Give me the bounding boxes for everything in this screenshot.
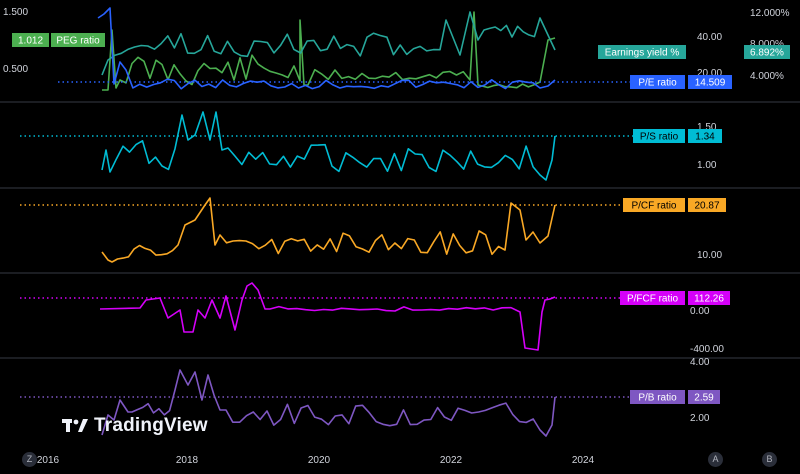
right-axis-tick-label: 4.00	[690, 357, 710, 368]
earnings-yield-label: Earnings yield %	[605, 48, 680, 59]
right-axis-tick-label: 4.000%	[750, 71, 784, 82]
log-scale-button[interactable]: B	[762, 452, 777, 467]
pcf-ratio-line	[101, 197, 556, 263]
right-axis-tick-label: 8.000%	[750, 39, 784, 50]
right-axis-tick-label: 20.00	[697, 68, 722, 79]
pb-ratio-value-bg	[688, 390, 720, 404]
x-axis-tick-label: 2024	[572, 455, 595, 466]
right-axis-tick-label: 1.50	[697, 122, 717, 133]
pe-ratio-label: P/E ratio	[638, 78, 677, 89]
earnings-yield-label-bg	[598, 45, 686, 59]
peg-ratio-label-bg	[51, 33, 105, 47]
auto-scale-button[interactable]: A	[708, 452, 723, 467]
tradingview-logo-icon	[62, 417, 88, 435]
tradingview-watermark: TradingView	[62, 415, 208, 437]
watermark-text: TradingView	[94, 415, 208, 436]
pb-ratio-line	[101, 369, 556, 437]
right-axis-tick-label: 1.00	[697, 160, 717, 171]
right-axis-tick-label: 0.00	[690, 306, 710, 317]
timezone-button[interactable]: Z	[22, 452, 37, 467]
pb-ratio-label-bg	[630, 390, 685, 404]
pb-ratio-label: P/B ratio	[638, 393, 677, 404]
ps-ratio-label: P/S ratio	[640, 132, 679, 143]
x-axis-tick-label: 2022	[440, 455, 463, 466]
ps-ratio-line	[101, 111, 556, 181]
pfcf-ratio-value: 112.26	[694, 294, 724, 305]
pb-ratio-value: 2.59	[694, 393, 714, 404]
right-axis-tick-label: 10.00	[697, 250, 722, 261]
pfcf-ratio-value-bg	[688, 291, 730, 305]
right-axis-tick-label: 40.00	[697, 32, 722, 43]
earnings-yield-line	[101, 11, 556, 76]
left-axis-tick-label: 1.500	[3, 7, 28, 18]
ps-ratio-value: 1.34	[695, 132, 715, 143]
x-axis-tick-label: 2016	[37, 455, 60, 466]
peg-ratio-value: 1.012	[18, 36, 43, 47]
peg-ratio-line	[102, 11, 556, 91]
pe-ratio-value: 14.509	[695, 78, 726, 89]
peg-ratio-value-bg	[12, 33, 49, 47]
left-axis-tick-label: 0.500	[3, 64, 28, 75]
earnings-yield-value: 6.892%	[750, 48, 784, 59]
pfcf-ratio-line	[99, 282, 556, 351]
earnings-yield-value-bg	[744, 45, 790, 59]
right-axis-tick-label: 2.00	[690, 413, 710, 424]
x-axis-tick-label: 2020	[308, 455, 331, 466]
pfcf-ratio-label: P/FCF ratio	[627, 294, 679, 305]
pcf-ratio-label: P/CF ratio	[631, 201, 676, 212]
pcf-ratio-label-bg	[623, 198, 685, 212]
right-axis-tick-label: -400.00	[690, 344, 724, 355]
pcf-ratio-value-bg	[688, 198, 726, 212]
pe-ratio-value-bg	[688, 75, 732, 89]
right-axis-tick-label: 12.000%	[750, 8, 790, 19]
ps-ratio-label-bg	[633, 129, 685, 143]
pcf-ratio-value: 20.87	[694, 201, 719, 212]
pfcf-ratio-label-bg	[620, 291, 685, 305]
peg-ratio-label: PEG ratio	[56, 36, 100, 47]
ps-ratio-value-bg	[688, 129, 722, 143]
pe-ratio-line	[97, 7, 556, 90]
x-axis-tick-label: 2018	[176, 455, 199, 466]
pe-ratio-label-bg	[630, 75, 685, 89]
